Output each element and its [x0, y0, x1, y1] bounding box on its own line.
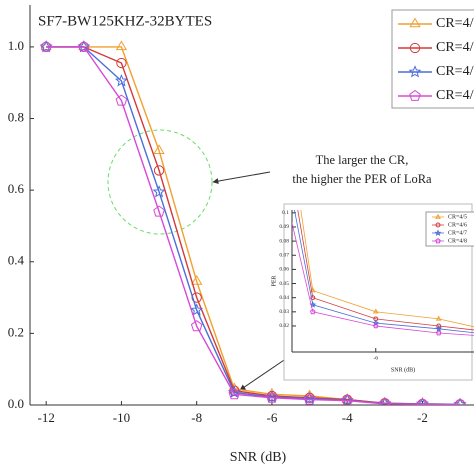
- legend-label: CR=4/7: [436, 64, 474, 79]
- y-tick-label: 0.03: [279, 309, 289, 315]
- data-point: [191, 275, 203, 285]
- legend-box: [391, 9, 474, 109]
- legend-marker: [408, 65, 422, 78]
- data-point: [228, 388, 241, 400]
- legend-label: CR=4/8: [448, 238, 467, 244]
- legend-marker: [409, 17, 421, 28]
- legend-label: CR=4/6: [436, 40, 474, 55]
- plot-area: [39, 40, 467, 405]
- legend-marker: [435, 238, 441, 244]
- x-tick-label: -12: [38, 410, 55, 425]
- y-tick-label: 0.09: [279, 224, 289, 230]
- series-line: [297, 210, 474, 331]
- y-axis-label: PER: [271, 275, 277, 286]
- legend-marker: [435, 222, 441, 228]
- legend-label: CR=4/6: [448, 222, 467, 228]
- legend-label: CR=4/5: [448, 214, 467, 220]
- x-axis-label: SNR (dB): [230, 450, 287, 465]
- data-point: [310, 308, 316, 315]
- y-tick-label: 0.0: [8, 396, 24, 411]
- data-point: [248, 41, 252, 45]
- x-tick-label: -8: [191, 410, 202, 425]
- legend-box: [425, 211, 474, 247]
- chart-title: SF7-BW125KHZ-32BYTES: [38, 13, 212, 29]
- y-tick-label: 0.02: [279, 323, 289, 329]
- x-tick-label: -10: [113, 410, 130, 425]
- data-point: [114, 74, 128, 87]
- y-tick-label: 0.05: [279, 281, 289, 287]
- series-line: [300, 210, 474, 328]
- data-point: [435, 330, 442, 336]
- data-point: [40, 40, 52, 52]
- plot-area: [248, 41, 474, 336]
- data-point: [153, 144, 165, 154]
- data-point: [416, 398, 429, 405]
- data-point: [310, 295, 316, 301]
- data-point: [435, 325, 443, 332]
- data-point: [152, 185, 166, 198]
- data-point: [436, 323, 442, 329]
- data-point: [454, 398, 466, 405]
- series-line: [46, 46, 461, 405]
- series-line: [292, 221, 474, 336]
- data-point: [372, 308, 379, 314]
- annotation-arrow: [212, 171, 271, 185]
- data-point: [116, 57, 127, 69]
- data-point: [190, 303, 204, 316]
- legend-label: CR=4/5: [436, 16, 474, 31]
- legend-marker: [409, 89, 421, 101]
- legend-marker: [434, 229, 442, 237]
- x-tick-label: -6: [373, 356, 378, 362]
- data-point: [115, 40, 128, 51]
- data-point: [39, 40, 53, 53]
- legend-label: CR=4/7: [448, 230, 467, 236]
- x-axis-label: SNR (dB): [391, 366, 415, 373]
- y-tick-label: 0.2: [8, 324, 24, 339]
- highlight-circle: [107, 129, 213, 235]
- data-point: [78, 40, 90, 52]
- y-tick-label: 0.07: [279, 253, 289, 259]
- y-tick-label: 0.8: [8, 110, 24, 125]
- y-tick-label: 0.04: [279, 295, 289, 301]
- data-point: [266, 391, 278, 403]
- y-tick-label: 1.0: [8, 38, 24, 53]
- data-point: [153, 165, 165, 176]
- data-point: [373, 323, 379, 329]
- data-point: [153, 205, 165, 217]
- x-tick-label: -6: [267, 410, 278, 425]
- y-tick-label: 0.4: [8, 253, 25, 268]
- data-point: [455, 397, 465, 405]
- data-point: [115, 94, 128, 106]
- inset-arrow: [239, 355, 291, 391]
- x-tick-label: -2: [417, 410, 428, 425]
- data-point: [77, 40, 91, 53]
- annotation: The larger the CR, the higher the PER of …: [292, 153, 432, 186]
- x-tick-label: -4: [342, 410, 353, 425]
- data-point: [303, 393, 316, 405]
- legend-marker: [435, 213, 441, 219]
- y-tick-label: 0.6: [8, 181, 25, 196]
- data-point: [341, 394, 353, 405]
- legend-marker: [409, 42, 421, 54]
- data-point: [418, 397, 427, 405]
- data-point: [190, 320, 203, 332]
- y-tick-label: 0.06: [279, 267, 289, 273]
- y-tick-label: 0.1: [282, 210, 289, 216]
- legend-label: CR=4/8: [436, 88, 474, 103]
- series-line: [294, 210, 474, 334]
- data-point: [379, 397, 391, 405]
- data-point: [435, 315, 442, 321]
- y-tick-label: 0.08: [279, 238, 289, 244]
